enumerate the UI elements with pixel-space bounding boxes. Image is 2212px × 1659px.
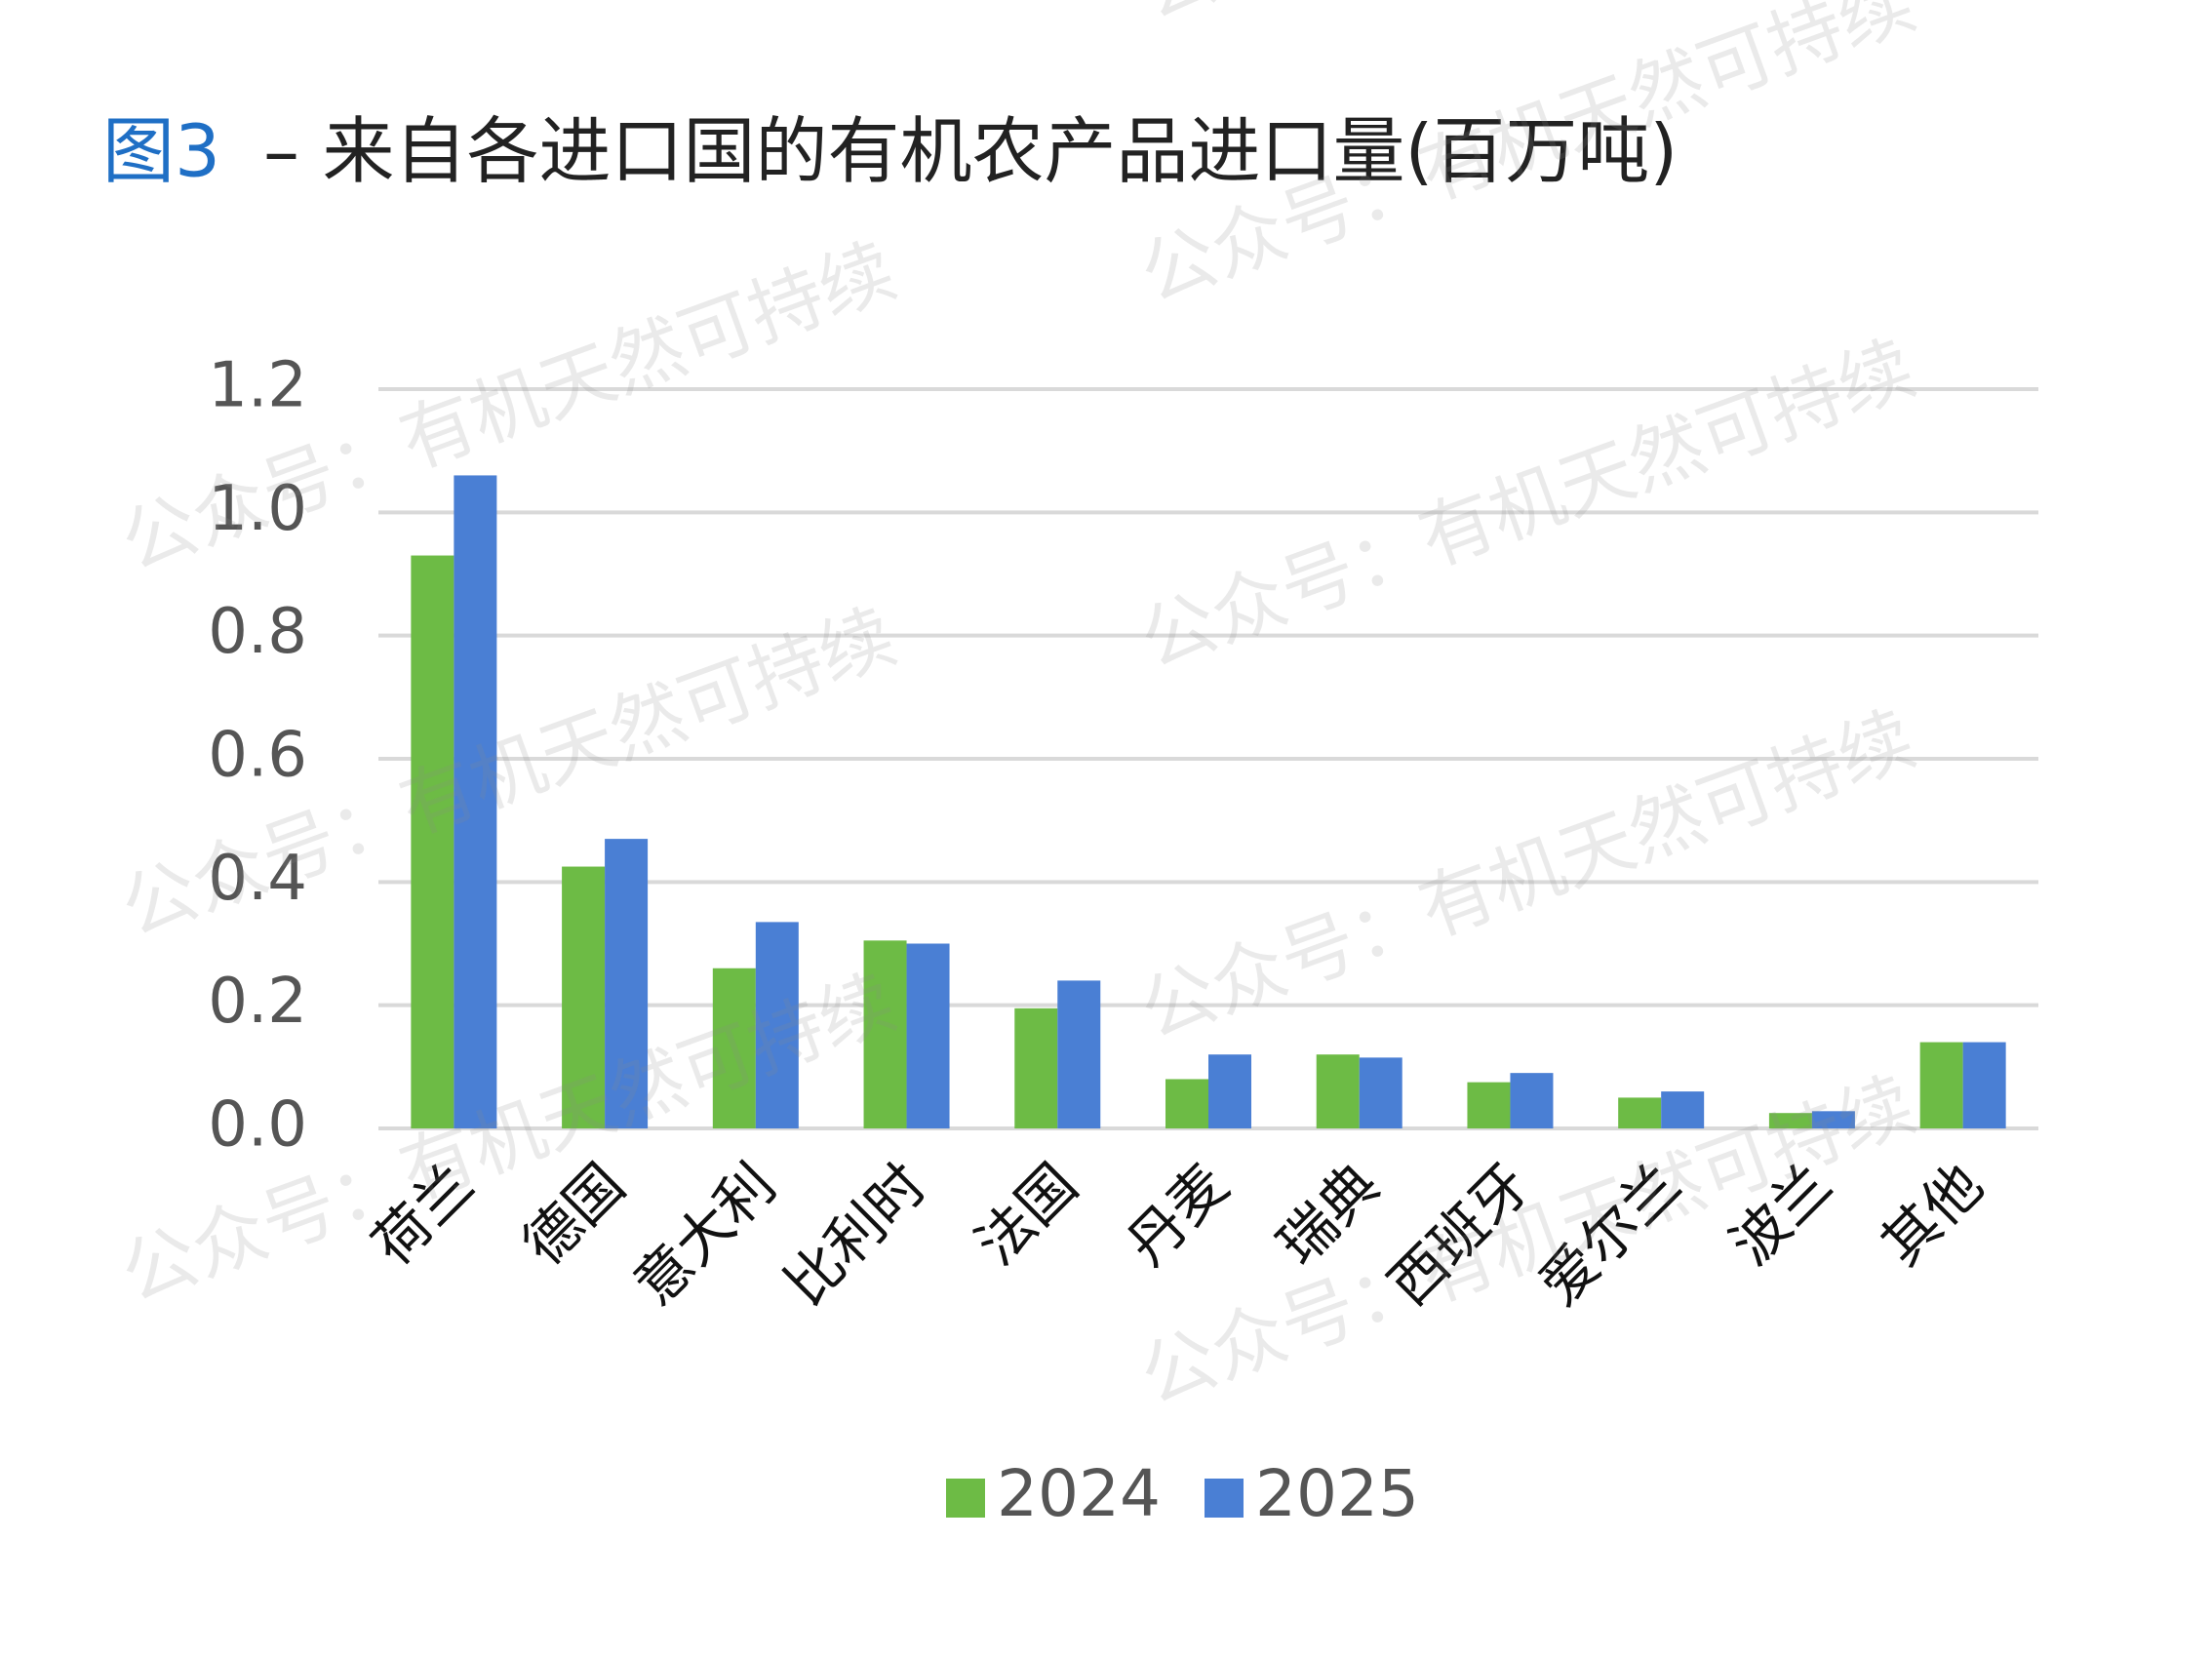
y-tick-label: 0.8	[208, 596, 307, 668]
bar	[1510, 1073, 1554, 1128]
bar	[454, 475, 497, 1128]
bar	[562, 866, 606, 1128]
x-tick-label: 意大利	[621, 1151, 788, 1318]
bar	[411, 555, 454, 1128]
x-tick-label: 法国	[963, 1151, 1089, 1278]
legend-swatch	[1205, 1479, 1244, 1518]
bar	[1014, 1007, 1058, 1128]
bar	[1057, 980, 1101, 1128]
y-tick-label: 1.2	[208, 350, 307, 422]
bar	[1661, 1091, 1705, 1128]
x-tick-label: 丹麦	[1114, 1151, 1241, 1278]
bar	[863, 940, 907, 1128]
x-tick-label: 其他	[1869, 1151, 1995, 1278]
bar	[605, 839, 649, 1128]
y-tick-label: 0.4	[208, 843, 307, 915]
y-tick-label: 0.2	[208, 966, 307, 1038]
chart-title: – 来自各进口国的有机农产品进口量(百万吨)	[263, 110, 1678, 194]
x-tick-label: 比利时	[772, 1151, 939, 1318]
bar	[1208, 1054, 1251, 1128]
figure-label: 图3	[102, 110, 220, 194]
legend-label: 2025	[1255, 1456, 1419, 1531]
bar	[1811, 1111, 1855, 1128]
legend-swatch	[946, 1479, 985, 1518]
watermark: 公众号：有机天然可持续	[1129, 694, 1925, 1055]
y-tick-label: 0.6	[208, 720, 307, 792]
bar	[712, 968, 756, 1128]
y-tick-label: 1.0	[208, 473, 307, 545]
legend-label: 2024	[997, 1456, 1161, 1531]
bar	[755, 922, 799, 1128]
y-tick-label: 0.0	[208, 1089, 307, 1162]
bar	[1316, 1054, 1360, 1128]
bar	[1962, 1042, 2006, 1128]
bar	[1919, 1042, 1963, 1128]
bar	[906, 943, 950, 1128]
watermark: 公众号：有机天然可持续	[1129, 324, 1925, 685]
bar	[1359, 1057, 1402, 1128]
bar	[1618, 1097, 1662, 1128]
bar	[1165, 1079, 1208, 1128]
bar	[1467, 1082, 1511, 1128]
bar	[1768, 1113, 1812, 1128]
